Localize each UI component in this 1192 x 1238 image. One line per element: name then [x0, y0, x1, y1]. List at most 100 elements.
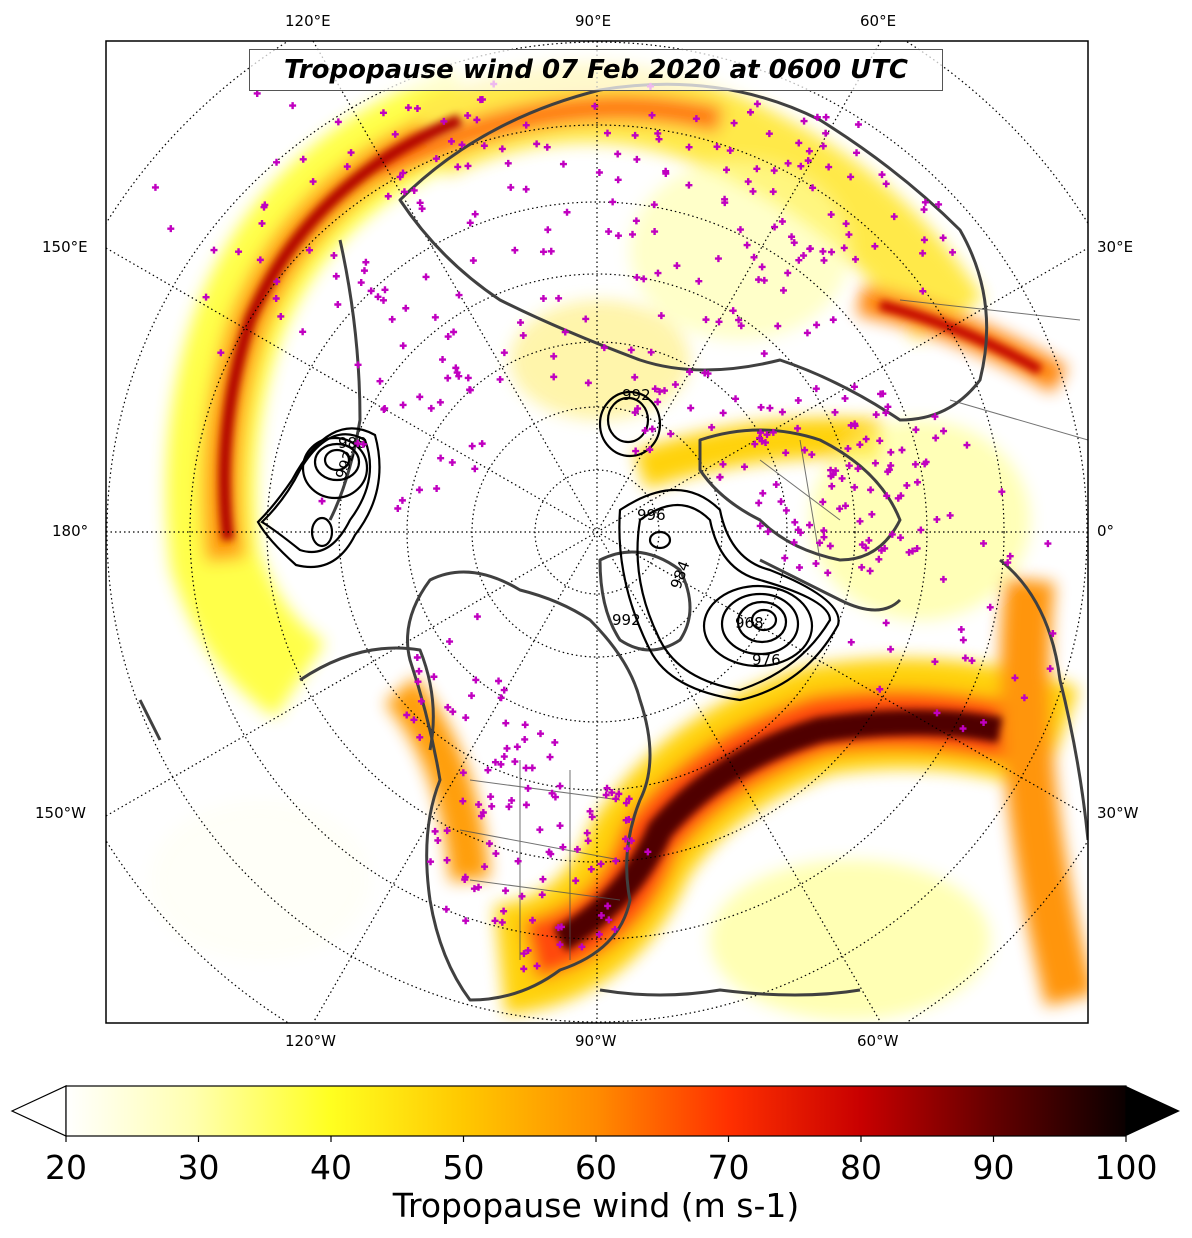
station-marker — [357, 279, 365, 287]
colorbar-min-extend — [10, 1085, 67, 1137]
station-marker — [757, 403, 765, 411]
station-marker — [756, 522, 764, 530]
station-marker — [573, 845, 581, 853]
station-marker — [721, 199, 729, 207]
station-marker — [829, 316, 837, 324]
station-marker — [508, 796, 516, 804]
station-marker — [750, 253, 758, 261]
station-marker — [842, 502, 850, 510]
station-marker — [299, 328, 307, 336]
station-marker — [502, 719, 510, 727]
station-marker — [732, 395, 740, 403]
station-marker — [273, 158, 281, 166]
station-marker — [673, 262, 681, 270]
station-marker — [919, 287, 927, 295]
station-marker — [439, 356, 447, 364]
station-marker — [625, 815, 633, 823]
station-marker — [778, 218, 786, 226]
station-marker — [391, 130, 399, 138]
contour-label: 968 — [735, 614, 764, 632]
station-marker — [444, 703, 452, 711]
station-marker — [381, 404, 389, 412]
station-marker — [398, 496, 406, 504]
station-marker — [986, 603, 994, 611]
colorbar-tick-label: 40 — [310, 1148, 352, 1187]
station-marker — [647, 348, 655, 356]
station-marker — [495, 677, 503, 685]
station-marker — [980, 718, 988, 726]
station-marker — [430, 673, 438, 681]
station-marker — [615, 790, 623, 798]
station-marker — [651, 385, 659, 393]
station-marker — [478, 440, 486, 448]
station-marker — [503, 744, 511, 752]
map-panel: 992 988 992 984 992 968 976 996 — [106, 41, 1088, 1023]
station-marker — [484, 766, 492, 774]
station-marker — [820, 527, 828, 535]
station-marker — [464, 162, 472, 170]
station-marker — [497, 694, 505, 702]
station-marker — [464, 112, 472, 120]
station-marker — [890, 213, 898, 221]
station-marker — [522, 801, 530, 809]
station-marker — [202, 293, 210, 301]
station-marker — [662, 167, 670, 175]
station-marker — [913, 478, 921, 486]
station-marker — [602, 791, 610, 799]
station-marker — [273, 278, 281, 286]
station-marker — [498, 918, 506, 926]
station-marker — [766, 404, 774, 412]
station-marker — [381, 286, 389, 294]
station-marker — [318, 497, 326, 505]
station-marker — [612, 795, 620, 803]
lon-label-right-30E: 30°E — [1097, 238, 1134, 256]
station-marker — [473, 116, 481, 124]
station-marker — [217, 349, 225, 357]
station-marker — [505, 803, 513, 811]
station-marker — [330, 251, 338, 259]
station-marker — [812, 385, 820, 393]
station-marker — [852, 255, 860, 263]
station-marker — [911, 460, 919, 468]
station-marker — [769, 428, 777, 436]
station-marker — [471, 210, 479, 218]
station-marker — [858, 541, 866, 549]
station-marker — [550, 373, 558, 381]
station-marker — [487, 793, 495, 801]
colorbar-tick-label: 30 — [177, 1148, 220, 1187]
station-marker — [384, 192, 392, 200]
station-marker — [413, 104, 421, 112]
station-marker — [556, 941, 564, 949]
station-marker — [309, 178, 317, 186]
station-marker — [806, 521, 814, 529]
station-marker — [888, 530, 896, 538]
station-marker — [563, 208, 571, 216]
station-marker — [764, 528, 772, 536]
station-marker — [761, 439, 769, 447]
station-marker — [851, 483, 859, 491]
station-marker — [782, 449, 790, 457]
station-marker — [887, 462, 895, 470]
station-marker — [614, 176, 622, 184]
station-marker — [418, 205, 426, 213]
station-marker — [704, 370, 712, 378]
station-marker — [713, 143, 721, 151]
station-marker — [612, 857, 620, 865]
map-title-box: Tropopause wind 07 Feb 2020 at 0600 UTC — [249, 49, 943, 91]
station-marker — [415, 486, 423, 494]
station-marker — [544, 226, 552, 234]
station-marker — [813, 113, 821, 121]
station-marker — [743, 241, 751, 249]
station-marker — [949, 248, 957, 256]
station-marker — [473, 613, 481, 621]
station-marker — [640, 275, 648, 283]
station-marker — [641, 427, 649, 435]
station-marker — [591, 102, 599, 110]
station-marker — [819, 498, 827, 506]
station-marker — [759, 489, 767, 497]
station-marker — [797, 162, 805, 170]
station-marker — [887, 448, 895, 456]
station-marker — [744, 178, 752, 186]
station-marker — [758, 263, 766, 271]
station-marker — [838, 474, 846, 482]
